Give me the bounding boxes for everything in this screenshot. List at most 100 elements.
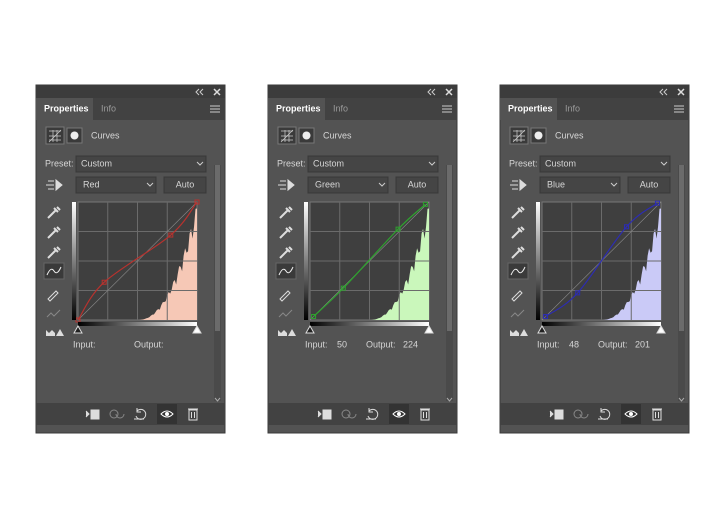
tab[interactable]: Properties [44,103,89,113]
smooth-tool [510,309,525,318]
panel-menu[interactable] [210,105,220,113]
clipping-warning[interactable] [46,329,64,336]
tab[interactable]: Info [333,103,348,113]
target-tool[interactable] [510,178,527,192]
curves-icon [509,126,529,145]
scrollbar-thumb[interactable] [215,165,220,331]
curve-point[interactable] [654,200,660,206]
eyedropper-tool[interactable] [47,206,61,219]
output-label: Output: [366,339,396,349]
curves-icon [277,126,297,145]
collapse-button[interactable] [195,88,204,96]
delete-button[interactable] [420,408,430,421]
reset-button[interactable] [134,408,147,420]
eyedropper-tool[interactable] [511,226,525,239]
black-slider[interactable] [305,324,315,334]
active-tab [36,98,93,120]
pencil-tool[interactable] [279,290,291,302]
title-bar [36,85,225,98]
curve-point[interactable] [194,199,200,205]
visibility-button[interactable] [392,410,406,418]
properties-panel: Properties Info Curves Preset: Custom Red Auto… [35,84,226,434]
smooth-tool [278,309,293,318]
clip-button[interactable] [85,409,100,420]
tab[interactable]: Info [101,103,116,113]
scrollbar-thumb[interactable] [447,165,452,331]
curve-point[interactable] [340,285,346,291]
reset-button[interactable] [366,408,379,420]
view-previous-button[interactable] [341,409,357,419]
scrollbar-thumb[interactable] [679,165,684,331]
delete-button[interactable] [188,408,198,421]
black-slider[interactable] [73,324,83,334]
eyedropper-tool[interactable] [511,206,525,219]
tab[interactable]: Properties [508,103,553,113]
preset-dropdown[interactable] [307,155,439,173]
target-tool[interactable] [278,178,295,192]
curve-point[interactable] [101,279,107,285]
curve-point[interactable] [168,232,174,238]
properties-panel: Properties Info Curves Preset: Custom Blue Aut… [499,84,690,434]
channel-dropdown[interactable] [539,176,621,194]
target-tool[interactable] [46,178,63,192]
eyedropper-tool[interactable] [47,226,61,239]
black-slider[interactable] [537,324,547,334]
eyedropper-tool[interactable] [47,246,61,259]
pencil-tool[interactable] [47,290,59,302]
view-previous-button[interactable] [109,409,125,419]
eyedropper-tool[interactable] [279,226,293,239]
preset-dropdown[interactable] [75,155,207,173]
auto-button[interactable] [395,176,439,194]
tab[interactable]: Info [565,103,580,113]
close-button[interactable] [677,88,685,96]
curves-icon [45,126,65,145]
tab[interactable]: Properties [276,103,321,113]
curve-tool [46,266,62,276]
dropdown-arrow [196,161,204,166]
close-button[interactable] [445,88,453,96]
eyedropper-tool[interactable] [279,206,293,219]
panel-menu[interactable] [674,105,684,113]
visibility-button[interactable] [160,410,174,418]
curve-point[interactable] [395,226,401,232]
curve-point[interactable] [422,201,428,207]
curve-point[interactable] [311,313,317,319]
scroll-arrow [446,397,453,402]
white-slider[interactable] [192,324,202,334]
view-previous-button[interactable] [573,409,589,419]
curves-icon-grid [48,129,62,143]
clip-button[interactable] [317,409,332,420]
eyedropper-tool[interactable] [511,246,525,259]
panel-menu[interactable] [442,105,452,113]
delete-button[interactable] [652,408,662,421]
white-slider[interactable] [424,324,434,334]
auto-button[interactable] [163,176,207,194]
input-label: Input: [305,339,328,349]
curves-icon-grid [280,129,294,143]
visibility-button[interactable] [624,410,638,418]
clipping-warning[interactable] [278,329,296,336]
clipping-warning[interactable] [510,329,528,336]
curve-point[interactable] [543,313,549,319]
clip-button[interactable] [549,409,564,420]
channel-dropdown[interactable] [307,176,389,194]
curve-point[interactable] [575,290,581,296]
channel-dropdown[interactable] [75,176,157,194]
white-slider[interactable] [656,324,666,334]
visibility-pupil [629,412,633,416]
close-button[interactable] [213,88,221,96]
title-bar [268,85,457,98]
output-gradient [304,202,308,320]
pencil-tool[interactable] [511,290,523,302]
eyedropper-tool[interactable] [279,246,293,259]
auto-button[interactable] [627,176,671,194]
collapse-button[interactable] [659,88,668,96]
preset-label: Preset: [45,158,74,168]
input-gradient [78,322,197,326]
mask-icon-dot [534,131,543,140]
curve-point[interactable] [623,224,629,230]
preset-dropdown[interactable] [539,155,671,173]
adjustment-name: Curves [555,130,584,140]
reset-button[interactable] [598,408,611,420]
collapse-button[interactable] [427,88,436,96]
